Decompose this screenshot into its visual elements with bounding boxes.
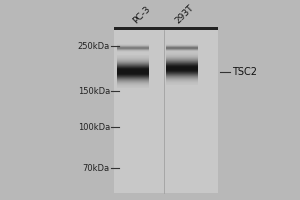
Text: 250kDa: 250kDa <box>78 42 110 51</box>
Text: 150kDa: 150kDa <box>78 87 110 96</box>
Text: 100kDa: 100kDa <box>78 123 110 132</box>
Bar <box>114 27 218 193</box>
Bar <box>114 27 218 30</box>
Text: PC-3: PC-3 <box>131 5 152 26</box>
Text: 293T: 293T <box>173 3 196 26</box>
Text: TSC2: TSC2 <box>232 67 257 77</box>
Text: 70kDa: 70kDa <box>83 164 110 173</box>
